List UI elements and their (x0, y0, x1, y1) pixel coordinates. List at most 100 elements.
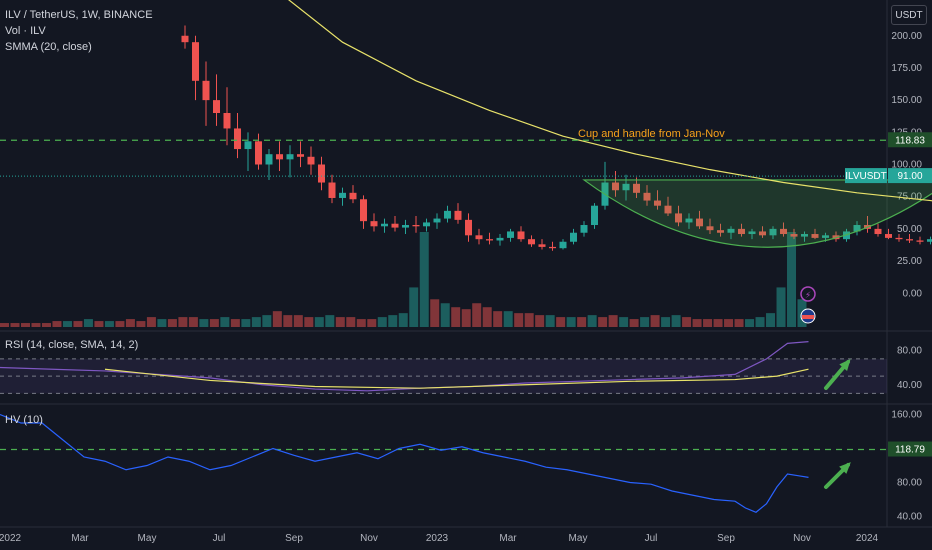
candle-body (234, 128, 241, 150)
candle-body (706, 226, 714, 231)
last-price-tag-bg (888, 168, 932, 184)
candle-body (748, 231, 756, 235)
volume-bar (535, 315, 545, 327)
volume-bar (167, 319, 177, 327)
flag-stripe (802, 315, 814, 319)
candle-body (738, 228, 745, 235)
hv-tick: 80.00 (897, 478, 922, 489)
candle-body (591, 205, 598, 226)
level-tag-bg (888, 132, 932, 148)
last-price-tag: 91.00 (897, 171, 922, 182)
volume-bar (115, 321, 125, 327)
x-tick: Nov (360, 533, 378, 544)
hv-label: HV (10) (5, 414, 43, 426)
candle-body (538, 244, 546, 247)
price-tick: 175.00 (891, 63, 922, 74)
candle-body (853, 225, 861, 232)
candle-body (790, 234, 798, 237)
candle-body (517, 231, 525, 240)
candle-body (276, 154, 283, 160)
candle-body (874, 228, 882, 235)
candle-body (223, 113, 231, 129)
volume-bar (745, 319, 755, 327)
symbol-tag-bg (845, 168, 887, 184)
candle-body (486, 239, 493, 241)
volume-bar (440, 303, 450, 327)
volume-bar (755, 317, 765, 327)
volume-bar (524, 313, 534, 327)
rsi-arrow-head (839, 358, 851, 371)
volume-bar (472, 303, 482, 327)
volume-bar (314, 317, 324, 327)
candle-body (549, 246, 556, 249)
volume-bar (220, 317, 230, 327)
candle-body (328, 182, 336, 198)
x-tick: Mar (499, 533, 517, 544)
volume-bar (94, 321, 104, 327)
volume-bar (671, 315, 681, 327)
candle-body (244, 141, 252, 150)
volume-bar (703, 319, 713, 327)
volume-bar (451, 307, 461, 327)
candle-body (643, 192, 651, 201)
rsi-label: RSI (14, close, SMA, 14, 2) (5, 339, 139, 351)
volume-bar (346, 317, 356, 327)
x-tick: 2023 (426, 533, 449, 544)
cup-shape (582, 179, 932, 248)
candle-body (633, 183, 640, 193)
volume-bar (136, 321, 146, 327)
volume-bar (10, 323, 20, 327)
smma-line (288, 0, 932, 202)
volume-bar (650, 315, 660, 327)
volume-bar (0, 323, 9, 327)
volume-bar (262, 315, 272, 327)
candle-body (780, 228, 787, 235)
volume-bar (157, 319, 167, 327)
symbol-title: ILV / TetherUS, 1W, BINANCE (5, 9, 153, 21)
volume-bar (619, 317, 629, 327)
lightning-glyph: ⚡ (805, 290, 811, 300)
candle-body (370, 221, 378, 227)
x-tick: May (138, 533, 157, 544)
hv-tick: 40.00 (897, 512, 922, 523)
candle-body (559, 241, 567, 249)
currency-button[interactable]: USDT (891, 5, 927, 25)
candle-body (202, 80, 210, 101)
candle-body (769, 228, 777, 236)
annotation-text: Cup and handle from Jan-Nov (578, 128, 725, 140)
volume-bar (52, 321, 62, 327)
volume-bar (724, 319, 734, 327)
candle-body (811, 234, 819, 238)
price-tick: 150.00 (891, 95, 922, 106)
candle-body (885, 234, 892, 238)
candle-body (423, 222, 430, 227)
hv-level-tag: 118.79 (895, 445, 925, 456)
volume-bar (430, 299, 440, 327)
candle-body (297, 154, 304, 157)
volume-bar (461, 309, 471, 327)
x-tick: Sep (285, 533, 303, 544)
volume-bar (598, 317, 608, 327)
candle-body (759, 231, 766, 236)
volume-bar (640, 317, 650, 327)
candle-body (895, 237, 903, 240)
price-tick: 75.00 (897, 192, 922, 203)
volume-bar (188, 317, 198, 327)
volume-bar (577, 317, 587, 327)
volume-bar (146, 317, 156, 327)
volume-bar (367, 319, 377, 327)
candle-body (307, 156, 315, 165)
candle-body (391, 223, 399, 228)
candle-body (454, 210, 462, 220)
candle-body (339, 192, 346, 198)
volume-bar (409, 287, 419, 327)
volume-bar (388, 315, 398, 327)
candle-body (213, 100, 220, 113)
volume-bar (776, 287, 786, 327)
candle-body (318, 164, 325, 183)
candle-body (475, 235, 483, 240)
candle-body (696, 218, 703, 227)
candle-body (612, 182, 619, 191)
candle-body (727, 228, 735, 233)
